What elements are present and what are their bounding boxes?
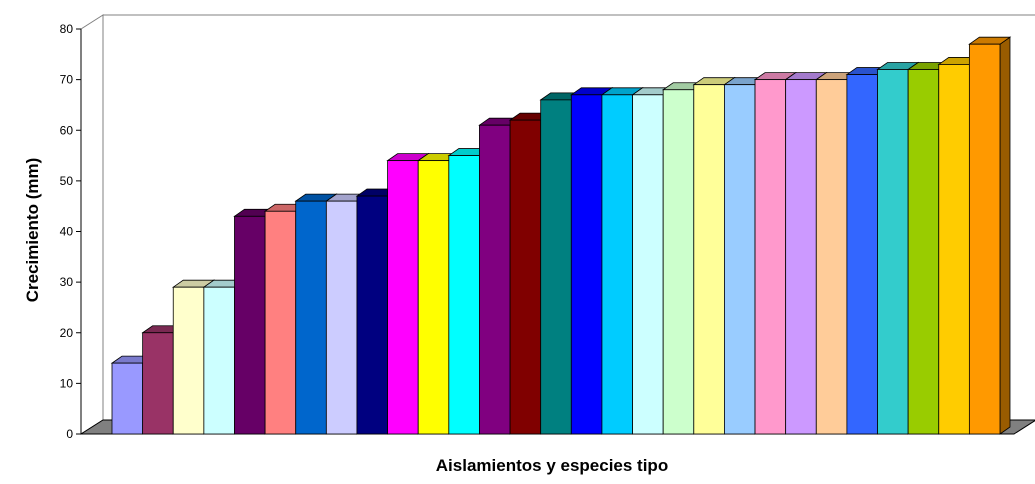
y-tick-label: 40 <box>60 225 74 239</box>
bar-front <box>325 200 358 435</box>
y-tick-label: 10 <box>60 376 74 390</box>
bar-front <box>111 362 144 435</box>
bar-front <box>846 74 878 435</box>
bar-front <box>693 84 725 435</box>
bar-front <box>417 160 450 435</box>
bar-front <box>479 124 511 435</box>
bar-side <box>999 36 1011 435</box>
bar-front <box>938 64 970 435</box>
y-tick-label: 50 <box>60 174 74 188</box>
bar-front <box>234 215 266 435</box>
bar-front <box>203 286 235 435</box>
bar-front <box>632 94 664 435</box>
y-tick-label: 70 <box>60 73 74 87</box>
bar-front <box>570 94 603 435</box>
bar-front <box>907 69 940 435</box>
y-axis-title: Crecimiento (mm) <box>23 158 42 303</box>
bar-front <box>509 119 542 435</box>
bar-front <box>877 69 909 435</box>
bar-front <box>601 94 633 435</box>
y-tick-label: 80 <box>60 22 74 36</box>
y-tick-label: 30 <box>60 275 74 289</box>
bar-front <box>172 286 205 435</box>
bar-front <box>754 79 787 435</box>
y-tick-label: 60 <box>60 123 74 137</box>
bar-front <box>387 160 419 435</box>
side-wall <box>80 14 104 435</box>
bar-front <box>142 332 174 435</box>
bar <box>815 71 859 435</box>
bar-front <box>662 89 695 435</box>
y-tick-label: 0 <box>66 427 73 441</box>
bar <box>968 36 1012 435</box>
bar-front <box>264 210 297 435</box>
bar-front <box>540 99 572 435</box>
y-axis: 0 10 20 30 40 50 60 70 80 <box>60 22 82 441</box>
bar-front <box>724 84 756 435</box>
bar-front <box>785 79 817 435</box>
bar <box>325 193 369 435</box>
bar-front <box>295 200 327 435</box>
bars-group <box>110 36 1012 435</box>
y-tick-label: 20 <box>60 326 74 340</box>
bar-front <box>968 43 1001 435</box>
bar-front <box>448 155 480 435</box>
bar-front <box>356 195 388 435</box>
bar-front <box>815 79 848 435</box>
x-axis-title: Aislamientos y especies tipo <box>436 456 668 475</box>
